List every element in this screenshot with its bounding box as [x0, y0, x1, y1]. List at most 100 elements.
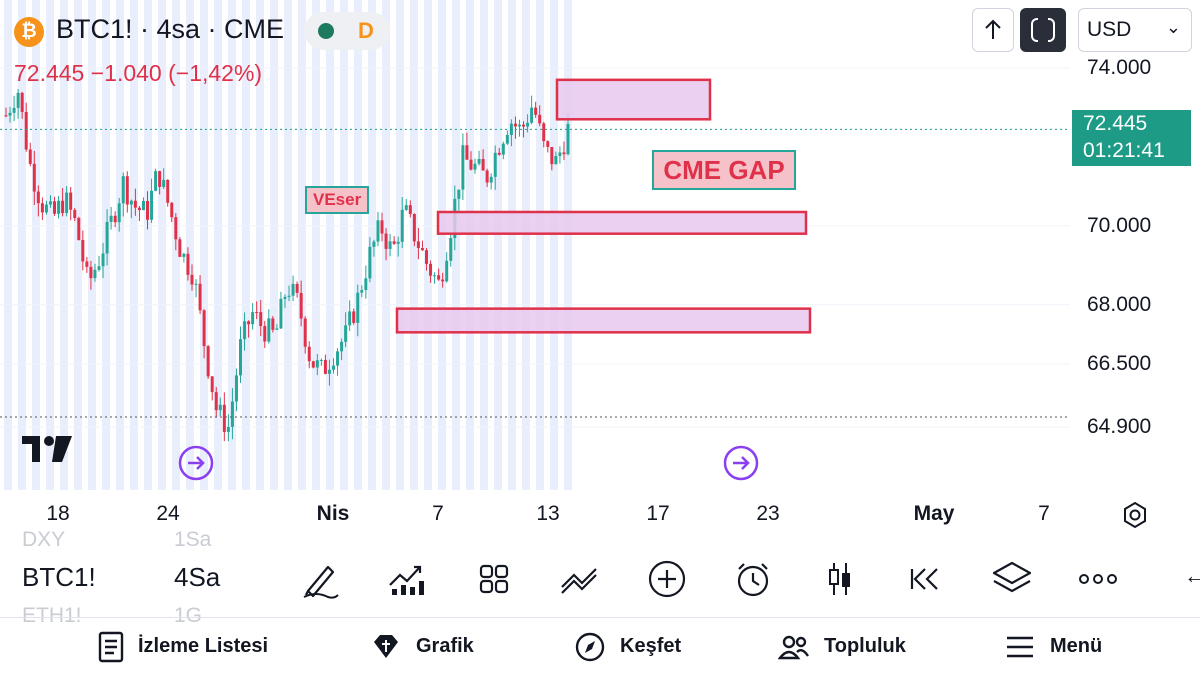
- candle-body: [101, 253, 105, 267]
- candle-body: [546, 141, 550, 147]
- price-chart[interactable]: [0, 0, 1200, 490]
- candle-body: [404, 205, 408, 210]
- candle-body: [538, 114, 542, 124]
- ghost-interval-below: 1G: [174, 604, 203, 627]
- candle-body: [202, 310, 206, 347]
- candle-body: [291, 283, 295, 296]
- alert-icon[interactable]: [731, 557, 775, 601]
- candle-body: [501, 143, 505, 155]
- candle-body: [129, 200, 133, 205]
- session-band: [158, 0, 166, 490]
- fullscreen-button[interactable]: [1020, 8, 1066, 52]
- candle-body: [247, 321, 251, 325]
- candle-body: [214, 392, 218, 411]
- replay-marker-2[interactable]: [723, 445, 759, 481]
- bitcoin-icon: ₿: [14, 17, 44, 47]
- candle-body: [174, 217, 178, 240]
- market-status-pill[interactable]: D: [304, 12, 390, 50]
- line-tools-icon[interactable]: [558, 557, 602, 601]
- time-axis-label: 7: [1038, 502, 1050, 525]
- replay-marker-1[interactable]: [178, 445, 214, 481]
- veser-watermark: VEser: [305, 186, 370, 214]
- session-band: [326, 0, 334, 490]
- arrow-up-button[interactable]: [972, 8, 1014, 52]
- symbol-selector[interactable]: BTC1!: [22, 562, 96, 592]
- interval-selector[interactable]: 4Sa: [174, 562, 221, 592]
- candle-body: [517, 124, 521, 127]
- session-band: [536, 0, 544, 490]
- currency-select[interactable]: USD ⌄: [1078, 8, 1192, 52]
- candle-body: [113, 215, 117, 223]
- candle-body: [117, 203, 121, 223]
- indicators-icon[interactable]: [384, 557, 428, 601]
- session-band: [564, 0, 572, 490]
- watchlist-icon: [98, 631, 124, 663]
- tradingview-logo[interactable]: [20, 434, 76, 472]
- session-band: [340, 0, 348, 490]
- candle-body: [408, 205, 412, 215]
- nav-label: Topluluk: [824, 635, 906, 657]
- candle-body: [24, 111, 28, 150]
- price-change-readout: 72.445 −1.040 (−1,42%): [14, 60, 263, 86]
- nav-label: İzleme Listesi: [138, 635, 269, 657]
- add-icon[interactable]: [645, 557, 689, 601]
- candle-body: [352, 311, 356, 323]
- candle-body: [461, 145, 465, 190]
- chevron-down-icon: ⌄: [1165, 17, 1181, 37]
- candle-body: [433, 275, 437, 277]
- price-axis-label: 74.000: [1087, 56, 1152, 79]
- candle-body: [279, 298, 283, 329]
- candle-body: [331, 365, 335, 370]
- candle-body: [372, 241, 376, 247]
- candle-body: [356, 292, 360, 323]
- session-band: [214, 0, 222, 490]
- symbol-title[interactable]: BTC1! · 4sa · CME: [56, 14, 285, 44]
- candle-body: [469, 159, 473, 170]
- settings-icon[interactable]: [1120, 500, 1150, 530]
- candle-body: [550, 146, 554, 165]
- toolbar-scroll-arrow[interactable]: ←: [1184, 563, 1200, 588]
- candle-body: [8, 112, 12, 116]
- ghost-symbol-above: DXY: [22, 528, 66, 551]
- current-price-label: 72.445 01:21:41: [1072, 110, 1191, 166]
- session-band: [228, 0, 236, 490]
- session-band: [130, 0, 138, 490]
- delay-badge: D: [358, 18, 374, 43]
- community-icon: [778, 635, 809, 660]
- session-band: [494, 0, 502, 490]
- chart-area[interactable]: ₿ BTC1! · 4sa · CME D 72.445 −1.040 (−1,…: [0, 0, 1200, 490]
- candle-body: [239, 339, 243, 376]
- candle-body: [340, 341, 344, 352]
- candle-body: [81, 239, 85, 262]
- candle-body: [133, 200, 137, 208]
- candle-body: [263, 326, 267, 342]
- candle-body: [44, 204, 48, 213]
- candles-icon[interactable]: [818, 557, 862, 601]
- arrow-up-icon: [985, 19, 1001, 39]
- time-axis-label: Nis: [316, 502, 350, 525]
- cme-gap-label[interactable]: CME GAP: [652, 150, 796, 190]
- candle-body: [473, 163, 477, 170]
- candle-body: [465, 145, 469, 160]
- candle-body: [449, 238, 453, 261]
- candle-body: [368, 246, 372, 279]
- more-icon[interactable]: [1076, 557, 1120, 601]
- candle-body: [445, 260, 449, 282]
- nav-label: Grafik: [416, 635, 474, 657]
- session-band: [298, 0, 306, 490]
- candle-body: [457, 189, 461, 199]
- session-band: [354, 0, 362, 490]
- candle-body: [376, 220, 380, 242]
- templates-icon[interactable]: [472, 557, 516, 601]
- candle-body: [364, 278, 368, 291]
- session-band: [424, 0, 432, 490]
- candle-body: [481, 158, 485, 171]
- replay-icon[interactable]: [903, 557, 947, 601]
- draw-pen-icon[interactable]: [298, 557, 342, 601]
- layers-icon[interactable]: [990, 557, 1034, 601]
- session-band: [396, 0, 404, 490]
- session-band: [32, 0, 40, 490]
- candle-body: [230, 401, 234, 427]
- candle-body: [384, 233, 388, 249]
- candle-body: [61, 200, 65, 214]
